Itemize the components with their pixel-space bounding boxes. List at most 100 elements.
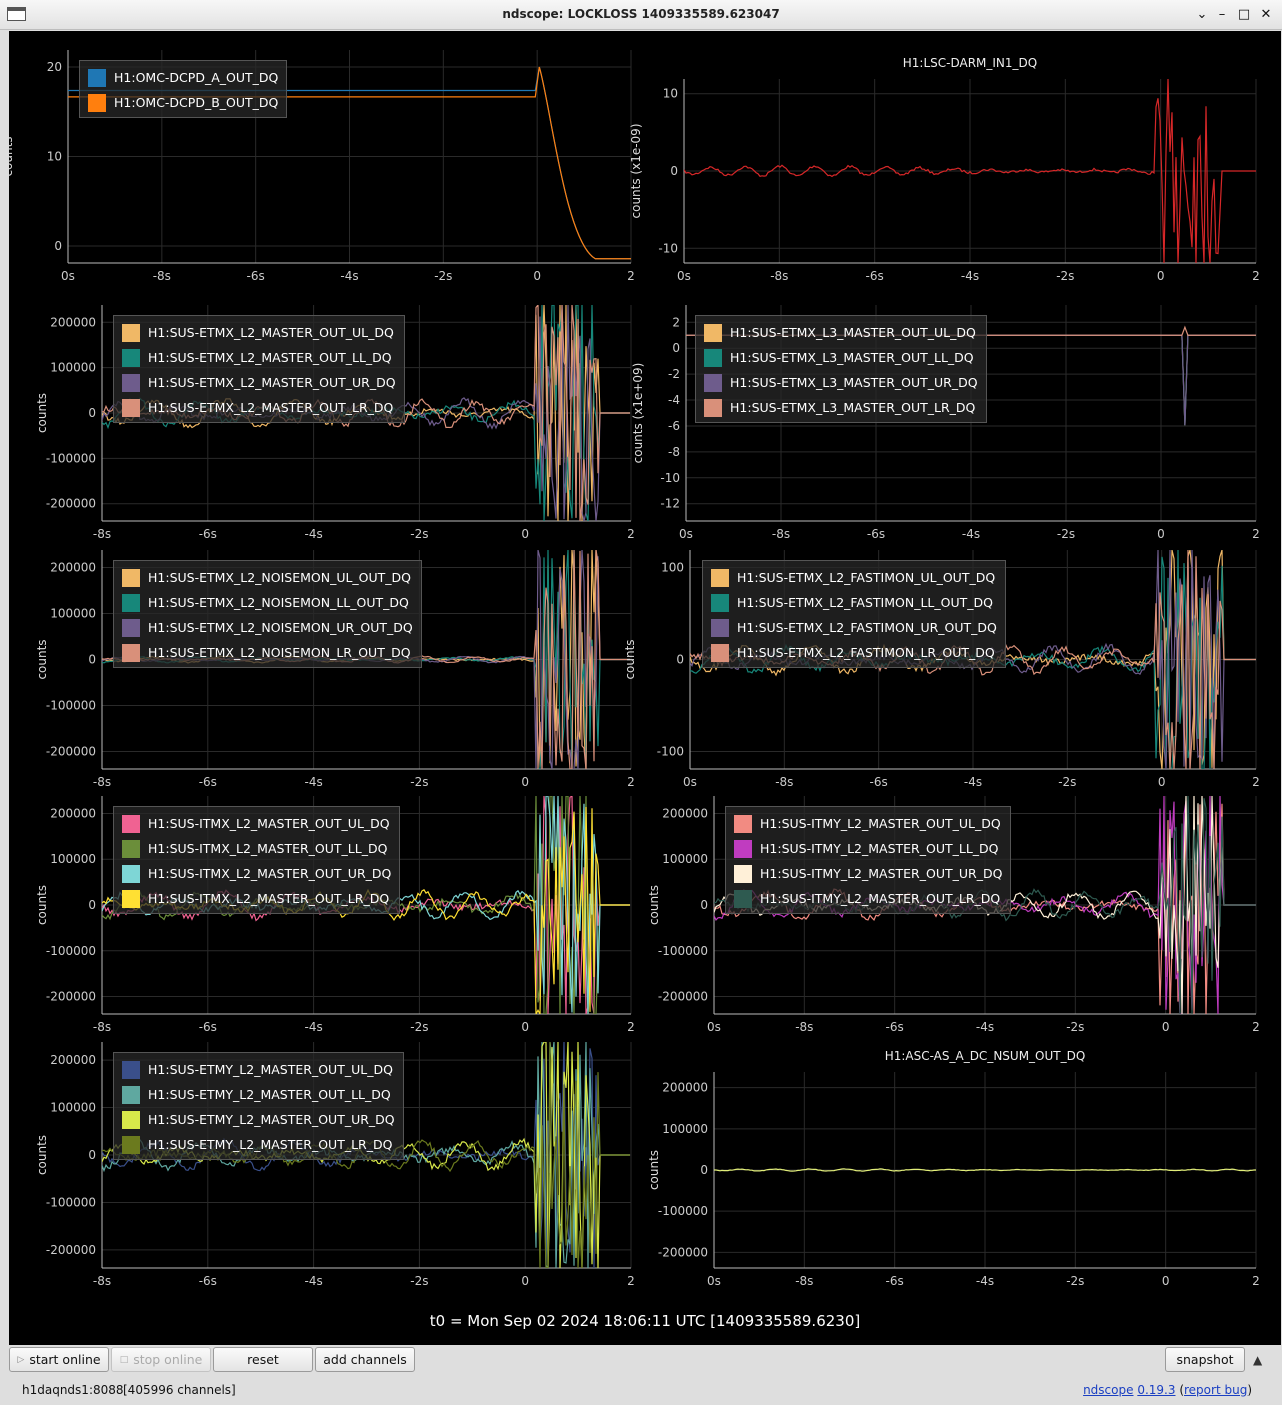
x-tick-label: -4s: [304, 1274, 322, 1288]
x-tick-label: -8s: [93, 1274, 111, 1288]
legend-swatch: [122, 1110, 140, 1129]
legend-item[interactable]: H1:SUS-ETMX_L2_NOISEMON_UR_OUT_DQ: [122, 615, 413, 640]
legend-swatch: [734, 889, 752, 908]
maximize-icon[interactable]: □: [1237, 7, 1251, 22]
minimize-icon[interactable]: –: [1218, 7, 1226, 22]
plot-panel-1[interactable]: 0s -8s -6s -4s -2s 0 2 20 10 0 counts: [9, 50, 635, 283]
legend-item[interactable]: H1:SUS-ETMX_L3_MASTER_OUT_LL_DQ: [704, 345, 978, 370]
y-tick-label: -10: [658, 241, 678, 255]
x-tick-label: -6s: [247, 269, 265, 283]
y-axis-label: counts: [35, 393, 49, 433]
legend-label: H1:SUS-ETMX_L2_NOISEMON_UR_OUT_DQ: [148, 620, 413, 635]
stop-online-label: stop online: [133, 1352, 203, 1367]
x-tick-label: -6s: [199, 775, 217, 789]
plot-legend[interactable]: H1:SUS-ETMX_L2_NOISEMON_UL_OUT_DQ H1:SUS-…: [113, 560, 422, 668]
snapshot-button[interactable]: snapshot: [1165, 1347, 1245, 1372]
legend-item[interactable]: H1:SUS-ITMX_L2_MASTER_OUT_LL_DQ: [122, 836, 391, 861]
x-tick-label: 0s: [707, 1274, 721, 1288]
plot-legend[interactable]: H1:SUS-ETMX_L3_MASTER_OUT_UL_DQ H1:SUS-ET…: [695, 315, 987, 423]
legend-swatch: [122, 1085, 140, 1104]
legend-item[interactable]: H1:SUS-ITMY_L2_MASTER_OUT_LR_DQ: [734, 886, 1002, 911]
x-tick-label: -8s: [772, 527, 790, 541]
x-tick-label: 2: [1252, 1274, 1260, 1288]
legend-item[interactable]: H1:SUS-ETMX_L2_MASTER_OUT_LR_DQ: [122, 395, 396, 420]
plot-legend[interactable]: H1:SUS-ETMX_L2_FASTIMON_UL_OUT_DQ H1:SUS-…: [702, 560, 1006, 668]
y-tick-label: -100000: [46, 451, 96, 465]
x-tick-label: 2: [1252, 269, 1260, 283]
legend-item[interactable]: H1:SUS-ITMX_L2_MASTER_OUT_UL_DQ: [122, 811, 391, 836]
y-tick-label: -200000: [46, 497, 96, 511]
legend-label: H1:SUS-ETMY_L2_MASTER_OUT_UL_DQ: [148, 1062, 393, 1077]
legend-item[interactable]: H1:SUS-ETMY_L2_MASTER_OUT_UL_DQ: [122, 1057, 395, 1082]
legend-swatch: [711, 643, 729, 662]
help-chevron-icon[interactable]: ⌄: [1196, 7, 1208, 22]
close-icon[interactable]: ✕: [1260, 7, 1272, 22]
plot-legend[interactable]: H1:SUS-ITMX_L2_MASTER_OUT_UL_DQ H1:SUS-IT…: [113, 806, 401, 914]
plot-legend[interactable]: H1:SUS-ETMY_L2_MASTER_OUT_UL_DQ H1:SUS-ET…: [113, 1052, 404, 1160]
x-tick-label: -4s: [304, 775, 322, 789]
plot-panel-2[interactable]: 0s -8s -6s -4s -2s 0 2 10 0 -10 counts (x1e-09): [629, 79, 1260, 283]
x-tick-label: -4s: [976, 1274, 994, 1288]
legend-item[interactable]: H1:SUS-ETMY_L2_MASTER_OUT_UR_DQ: [122, 1107, 395, 1132]
legend-item[interactable]: H1:SUS-ETMX_L3_MASTER_OUT_LR_DQ: [704, 395, 978, 420]
legend-item[interactable]: H1:SUS-ITMY_L2_MASTER_OUT_LL_DQ: [734, 836, 1002, 861]
reset-button[interactable]: reset: [213, 1347, 313, 1372]
collapse-arrow-icon[interactable]: ▲: [1253, 1353, 1263, 1367]
x-tick-label: 0s: [679, 527, 693, 541]
legend-label: H1:SUS-ETMX_L2_NOISEMON_LL_OUT_DQ: [148, 595, 409, 610]
add-channels-button[interactable]: add channels: [315, 1347, 415, 1372]
legend-item[interactable]: H1:SUS-ETMX_L2_NOISEMON_LR_OUT_DQ: [122, 640, 413, 665]
legend-item[interactable]: H1:OMC-DCPD_A_OUT_DQ: [88, 65, 278, 90]
legend-item[interactable]: H1:SUS-ETMX_L3_MASTER_OUT_UL_DQ: [704, 320, 978, 345]
app-window-icon: [7, 7, 26, 21]
legend-item[interactable]: H1:SUS-ETMX_L3_MASTER_OUT_UR_DQ: [704, 370, 978, 395]
legend-item[interactable]: H1:SUS-ETMX_L2_MASTER_OUT_UL_DQ: [122, 320, 396, 345]
stop-online-button[interactable]: □ stop online: [111, 1347, 211, 1372]
y-tick-label: 0: [88, 898, 96, 912]
legend-label: H1:SUS-ETMX_L2_FASTIMON_LL_OUT_DQ: [737, 595, 993, 610]
y-axis-label: counts: [647, 885, 661, 925]
trace-group: [714, 1168, 1256, 1172]
y-tick-label: -200000: [46, 744, 96, 758]
legend-item[interactable]: H1:SUS-ETMX_L2_NOISEMON_LL_OUT_DQ: [122, 590, 413, 615]
legend-item[interactable]: H1:SUS-ITMX_L2_MASTER_OUT_LR_DQ: [122, 886, 391, 911]
legend-item[interactable]: H1:SUS-ITMY_L2_MASTER_OUT_UL_DQ: [734, 811, 1002, 836]
x-tick-label: -4s: [304, 527, 322, 541]
legend-item[interactable]: H1:SUS-ETMX_L2_FASTIMON_UL_OUT_DQ: [711, 565, 997, 590]
y-tick-label: -100000: [658, 944, 708, 958]
x-tick-label: -2s: [410, 1020, 428, 1034]
version-link[interactable]: 0.19.3: [1137, 1383, 1176, 1397]
legend-item[interactable]: H1:SUS-ETMX_L2_NOISEMON_UL_OUT_DQ: [122, 565, 413, 590]
y-tick-label: 0: [672, 341, 680, 355]
plot-legend[interactable]: H1:OMC-DCPD_A_OUT_DQ H1:OMC-DCPD_B_OUT_DQ: [79, 60, 288, 118]
report-bug-link[interactable]: report bug: [1184, 1383, 1248, 1397]
legend-item[interactable]: H1:SUS-ETMX_L2_FASTIMON_LR_OUT_DQ: [711, 640, 997, 665]
panel-title: H1:ASC-AS_A_DC_NSUM_OUT_DQ: [884, 1049, 1086, 1063]
ndscope-link[interactable]: ndscope: [1083, 1383, 1134, 1397]
window-titlebar: ndscope: LOCKLOSS 1409335589.623047 ⌄ – …: [0, 0, 1282, 30]
plot-legend[interactable]: H1:SUS-ETMX_L2_MASTER_OUT_UL_DQ H1:SUS-ET…: [113, 315, 405, 423]
legend-item[interactable]: H1:SUS-ETMX_L2_MASTER_OUT_UR_DQ: [122, 370, 396, 395]
start-online-button[interactable]: ▷ start online: [9, 1347, 109, 1372]
legend-label: H1:SUS-ITMY_L2_MASTER_OUT_LL_DQ: [760, 841, 999, 856]
y-tick-label: 200000: [50, 806, 96, 820]
plot-panel-10[interactable]: 0s -8s -6s -4s -2s 0 2 200000 100000 0 -100000 -200…: [647, 1072, 1260, 1288]
legend-item[interactable]: H1:SUS-ITMY_L2_MASTER_OUT_UR_DQ: [734, 861, 1002, 886]
x-tick-label: 0: [1158, 775, 1166, 789]
legend-item[interactable]: H1:SUS-ETMX_L2_FASTIMON_LL_OUT_DQ: [711, 590, 997, 615]
legend-item[interactable]: H1:SUS-ETMY_L2_MASTER_OUT_LL_DQ: [122, 1082, 395, 1107]
trace-line: [686, 325, 1256, 336]
y-tick-label: 0: [670, 164, 678, 178]
legend-label: H1:SUS-ITMY_L2_MASTER_OUT_UL_DQ: [760, 816, 1001, 831]
legend-item[interactable]: H1:SUS-ETMX_L2_MASTER_OUT_LL_DQ: [122, 345, 396, 370]
x-tick-label: -8s: [795, 1274, 813, 1288]
legend-item[interactable]: H1:SUS-ETMY_L2_MASTER_OUT_LR_DQ: [122, 1132, 395, 1157]
legend-item[interactable]: H1:OMC-DCPD_B_OUT_DQ: [88, 90, 278, 115]
plot-legend[interactable]: H1:SUS-ITMY_L2_MASTER_OUT_UL_DQ H1:SUS-IT…: [725, 806, 1012, 914]
x-tick-label: 0: [1157, 527, 1165, 541]
legend-item[interactable]: H1:SUS-ITMX_L2_MASTER_OUT_UR_DQ: [122, 861, 391, 886]
plot-area[interactable]: 0s -8s -6s -4s -2s 0 2 20 10 0 counts 0s -8s -6s -4s -2…: [9, 31, 1281, 1345]
legend-swatch: [711, 568, 729, 587]
x-tick-label: 0: [521, 1274, 529, 1288]
legend-item[interactable]: H1:SUS-ETMX_L2_FASTIMON_UR_OUT_DQ: [711, 615, 997, 640]
